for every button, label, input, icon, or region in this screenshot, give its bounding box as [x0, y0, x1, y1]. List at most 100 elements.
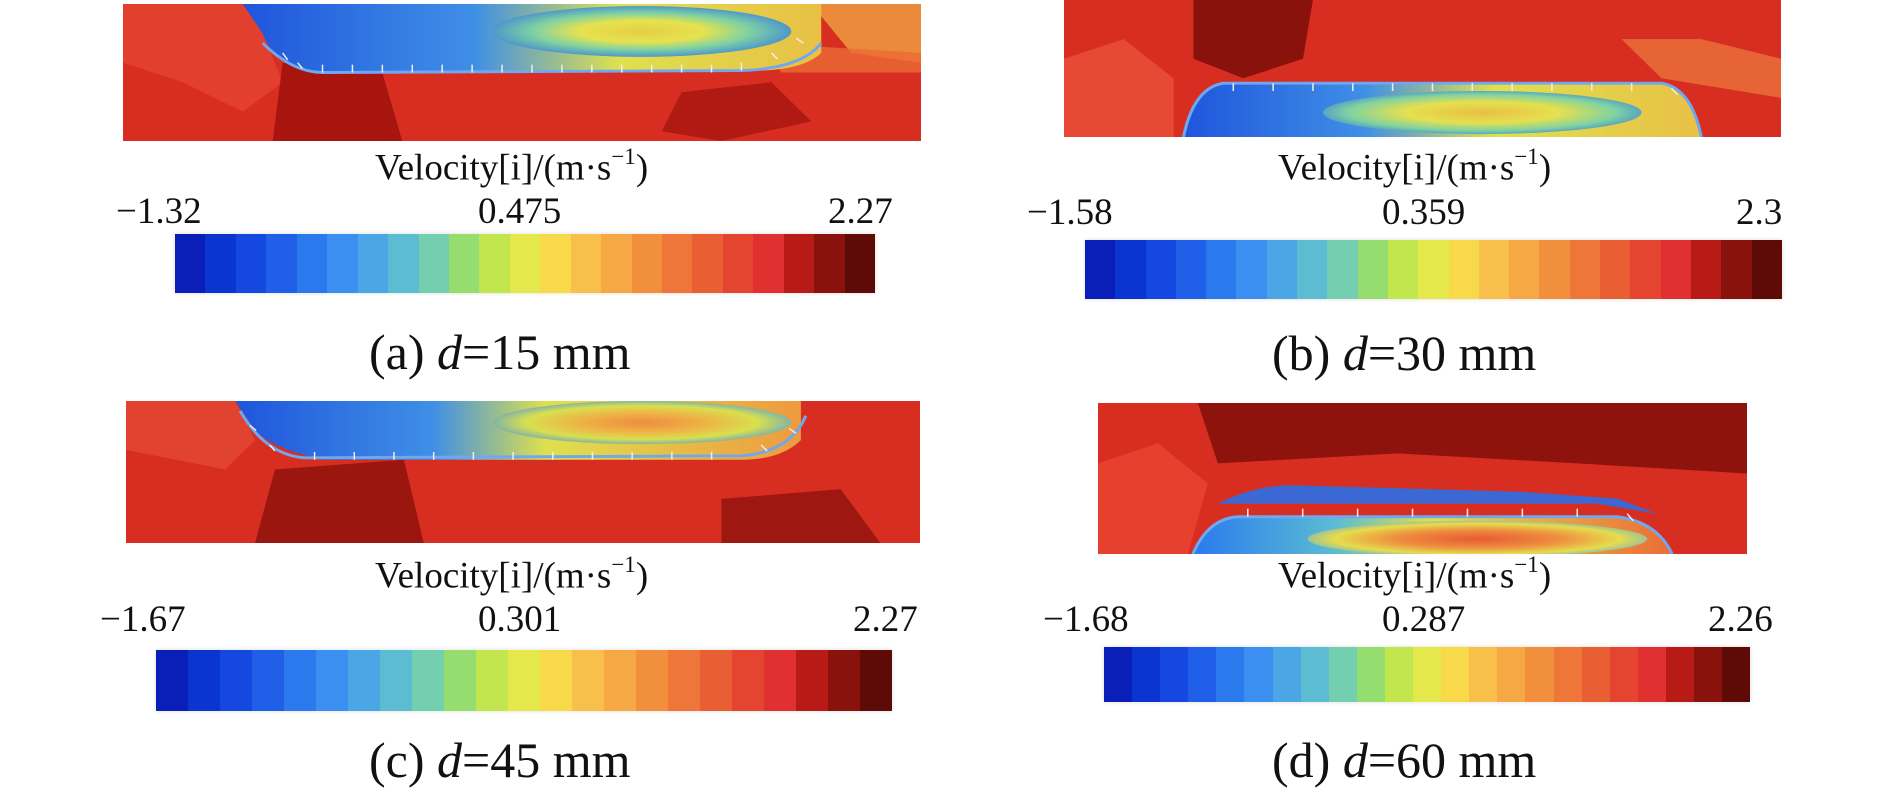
colorbar-segment	[1115, 240, 1146, 299]
colorbar-segment	[1660, 240, 1691, 299]
colorbar-segment	[1722, 647, 1750, 702]
colorbar-segment	[1387, 240, 1419, 299]
colorbar-segment	[540, 650, 572, 711]
colorbar-segment	[1206, 240, 1237, 299]
unit-label-close: )	[635, 555, 649, 597]
colorbar-max-label-a: 2.27	[828, 191, 893, 232]
colorbar-segment	[796, 650, 828, 711]
colorbar-segment	[1553, 647, 1582, 702]
colorbar-max-label-c: 2.27	[853, 599, 918, 640]
caption-value: =30 mm	[1367, 325, 1537, 381]
colorbar-segment	[1236, 240, 1267, 299]
colorbar-segment	[476, 650, 508, 711]
colorbar-title-a: Velocity[i]/(m·s−1)	[375, 144, 649, 189]
colorbar-mid-label-a: 0.475	[478, 191, 562, 232]
colorbar-segment	[327, 234, 358, 293]
colorbar-segment	[412, 650, 444, 711]
unit-label-close: )	[1538, 555, 1552, 597]
velocity-contour-plot-a	[123, 4, 921, 141]
colorbar-segment	[1581, 647, 1610, 702]
colorbar-segment	[636, 650, 668, 711]
colorbar-segment	[1188, 647, 1217, 702]
colorbar-segment	[448, 234, 480, 293]
unit-label-text: Velocity[i]/(m·s	[375, 555, 612, 597]
colorbar-title-c: Velocity[i]/(m·s−1)	[375, 552, 649, 597]
unit-label-text: Velocity[i]/(m·s	[1278, 147, 1515, 189]
colorbar-segment	[1327, 240, 1358, 299]
unit-label-exponent: −1	[1514, 552, 1539, 577]
caption-variable: d	[1342, 325, 1368, 381]
caption-c: (c) d=45 mm	[369, 735, 630, 785]
colorbar-segment	[188, 650, 220, 711]
colorbar-segment	[1328, 647, 1357, 702]
colorbar-segment	[1751, 240, 1782, 299]
colorbar-segment	[1448, 240, 1479, 299]
colorbar-segment	[296, 234, 328, 293]
colorbar-segment	[570, 234, 602, 293]
colorbar-segment	[783, 234, 815, 293]
colorbar-segment	[1721, 240, 1752, 299]
colorbar-segment	[388, 234, 419, 293]
caption-label: (d)	[1272, 732, 1343, 788]
colorbar-segment	[1665, 647, 1694, 702]
colorbar-segment	[156, 650, 188, 711]
colorbar-segment	[668, 650, 700, 711]
colorbar-max-label-d: 2.26	[1708, 599, 1773, 640]
colorbar-segment	[1132, 647, 1161, 702]
colorbar-segment	[266, 234, 297, 293]
colorbar-segment	[1175, 240, 1207, 299]
colorbar-a	[175, 234, 875, 293]
colorbar-segment	[348, 650, 380, 711]
unit-label-exponent: −1	[1514, 144, 1539, 169]
colorbar-segment	[1266, 240, 1298, 299]
colorbar-segment	[1357, 240, 1388, 299]
colorbar-segment	[604, 650, 636, 711]
colorbar-min-label-b: −1.58	[1027, 192, 1113, 233]
colorbar-segment	[1085, 240, 1116, 299]
colorbar-c	[156, 650, 892, 711]
colorbar-segment	[764, 650, 796, 711]
colorbar-segment	[1693, 647, 1723, 702]
colorbar-segment	[1539, 240, 1570, 299]
colorbar-segment	[1497, 647, 1526, 702]
unit-label-close: )	[635, 147, 649, 189]
colorbar-segment	[1418, 240, 1449, 299]
colorbar-segment	[700, 650, 732, 711]
velocity-contour-plot-c	[126, 401, 920, 543]
velocity-contour-plot-b	[1064, 0, 1781, 137]
colorbar-segment	[1104, 647, 1133, 702]
colorbar-segment	[316, 650, 348, 711]
colorbar-d	[1104, 647, 1750, 702]
colorbar-segment	[732, 650, 764, 711]
colorbar-mid-label-c: 0.301	[478, 599, 562, 640]
caption-value: =15 mm	[462, 324, 631, 380]
colorbar-segment	[418, 234, 449, 293]
colorbar-segment	[205, 234, 236, 293]
colorbar-segment	[814, 234, 845, 293]
unit-label-text: Velocity[i]/(m·s	[1278, 555, 1515, 597]
colorbar-segment	[1216, 647, 1245, 702]
colorbar-segment	[357, 234, 389, 293]
unit-label-exponent: −1	[611, 144, 636, 169]
colorbar-segment	[508, 650, 540, 711]
caption-value: =45 mm	[462, 732, 631, 788]
colorbar-segment	[444, 650, 476, 711]
caption-d: (d) d=60 mm	[1272, 735, 1536, 785]
colorbar-b	[1085, 240, 1782, 299]
colorbar-segment	[1244, 647, 1273, 702]
colorbar-segment	[1300, 647, 1329, 702]
colorbar-mid-label-d: 0.287	[1382, 599, 1466, 640]
colorbar-segment	[1441, 647, 1470, 702]
colorbar-segment	[509, 234, 541, 293]
colorbar-segment	[1509, 240, 1540, 299]
colorbar-segment	[1478, 240, 1510, 299]
caption-b: (b) d=30 mm	[1272, 328, 1536, 378]
colorbar-segment	[1272, 647, 1301, 702]
colorbar-segment	[1690, 240, 1722, 299]
colorbar-segment	[220, 650, 252, 711]
colorbar-segment	[692, 234, 723, 293]
unit-label-exponent: −1	[611, 552, 636, 577]
colorbar-segment	[601, 234, 632, 293]
caption-a: (a) d=15 mm	[369, 327, 630, 377]
colorbar-min-label-d: −1.68	[1043, 599, 1129, 640]
